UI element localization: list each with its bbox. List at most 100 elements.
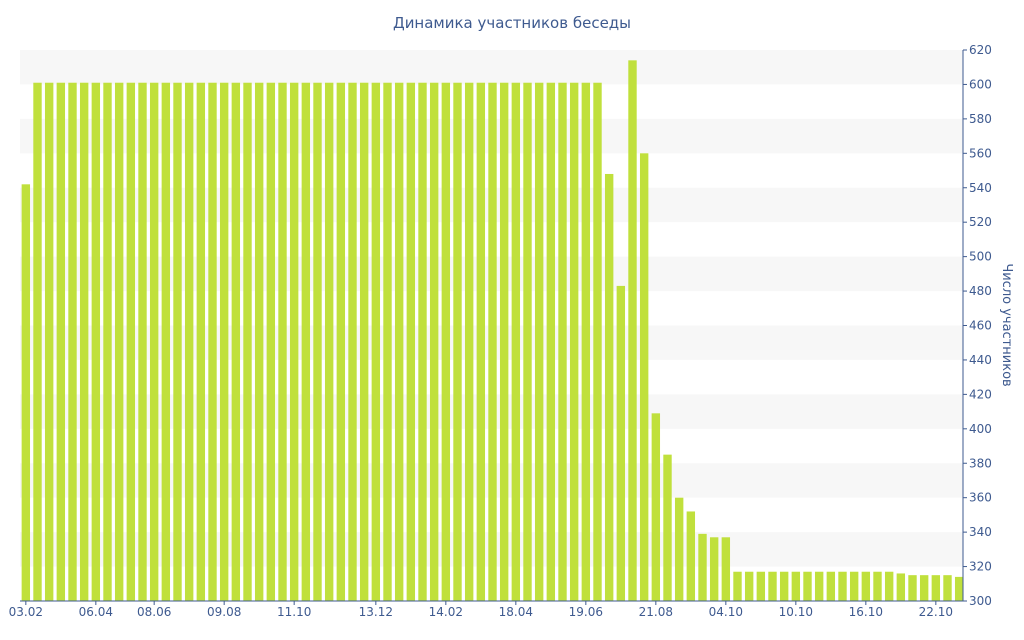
bar [173, 82, 182, 602]
bar [639, 153, 649, 601]
bar [418, 82, 427, 602]
y-tick-label: 500 [969, 250, 992, 264]
y-tick-label: 540 [969, 181, 992, 195]
bar [908, 575, 917, 601]
bar [628, 60, 637, 601]
bar [744, 571, 754, 601]
bar [453, 82, 462, 602]
bar [593, 82, 602, 602]
x-tick-label: 06.04 [79, 605, 113, 619]
x-tick-label: 22.10 [919, 605, 953, 619]
bar [546, 82, 556, 602]
bar [616, 285, 626, 601]
bar [278, 82, 287, 602]
bar [126, 82, 136, 602]
bar [826, 571, 836, 601]
bar [138, 82, 147, 602]
bar [313, 82, 322, 602]
bar [558, 82, 567, 602]
y-tick-label: 480 [969, 284, 992, 298]
x-tick-label: 10.10 [779, 605, 813, 619]
bar [149, 82, 159, 602]
y-tick-label: 520 [969, 215, 992, 229]
bars-group [21, 60, 964, 602]
y-tick-label: 340 [969, 525, 992, 539]
bar [44, 82, 54, 602]
bar [779, 571, 789, 601]
bar [301, 82, 311, 602]
bar [488, 82, 497, 602]
bar [721, 537, 731, 601]
bar [919, 575, 929, 601]
bar [534, 82, 544, 602]
x-tick-label: 13.12 [359, 605, 393, 619]
y-tick-label: 360 [969, 491, 992, 505]
y-tick-label: 420 [969, 387, 992, 401]
bar [266, 82, 276, 602]
bar [861, 571, 871, 601]
bar [33, 82, 42, 602]
y-tick-label: 380 [969, 456, 992, 470]
y-tick-label: 300 [969, 594, 992, 608]
bar [103, 82, 112, 602]
bar [814, 571, 824, 601]
bar [406, 82, 416, 602]
bar [464, 82, 474, 602]
y-tick-label: 400 [969, 422, 992, 436]
bar [569, 82, 579, 602]
bar [663, 454, 672, 601]
chart-title: Динамика участников беседы [392, 14, 632, 32]
x-axis: 03.02 06.04 08.06 09.08 11.10 13.12 14.02 18.04… [9, 600, 963, 619]
bar [709, 537, 719, 601]
bar [324, 82, 334, 602]
bar [674, 497, 684, 601]
bar [429, 82, 439, 602]
bar [359, 82, 369, 602]
bar [254, 82, 264, 602]
y-tick-label: 600 [969, 77, 992, 91]
bar [604, 173, 614, 601]
bar [733, 571, 742, 601]
bar [581, 82, 591, 602]
y-tick-label: 320 [969, 560, 992, 574]
bar [243, 82, 252, 602]
bar [56, 82, 66, 602]
bar [184, 82, 194, 602]
x-tick-label: 21.08 [639, 605, 673, 619]
bar [289, 82, 299, 602]
bar [511, 82, 521, 602]
x-tick-label: 11.10 [277, 605, 311, 619]
x-tick-label: 03.02 [9, 605, 43, 619]
bar [954, 576, 964, 601]
bar [791, 571, 801, 601]
bar [348, 82, 357, 602]
bar [499, 82, 509, 602]
bar [219, 82, 229, 602]
x-tick-label: 19.06 [569, 605, 603, 619]
bar [79, 82, 89, 602]
bar [943, 575, 952, 601]
bar [884, 571, 894, 601]
y-tick-label: 560 [969, 146, 992, 160]
bar [21, 184, 31, 601]
bar [441, 82, 451, 602]
bar [803, 571, 812, 601]
x-tick-label: 18.04 [499, 605, 533, 619]
y-tick-label: 460 [969, 319, 992, 333]
x-tick-label: 08.06 [137, 605, 171, 619]
y-tick-label: 580 [969, 112, 992, 126]
x-tick-label: 16.10 [849, 605, 883, 619]
x-tick-label: 04.10 [709, 605, 743, 619]
bar [686, 511, 696, 601]
grid-band [20, 50, 963, 85]
bar [196, 82, 206, 602]
bar [91, 82, 101, 602]
y-axis-title: Число участников [999, 263, 1014, 386]
bar [768, 571, 777, 601]
bar [231, 82, 241, 602]
bar [371, 82, 381, 602]
x-tick-label: 09.08 [207, 605, 241, 619]
bar [651, 413, 661, 601]
